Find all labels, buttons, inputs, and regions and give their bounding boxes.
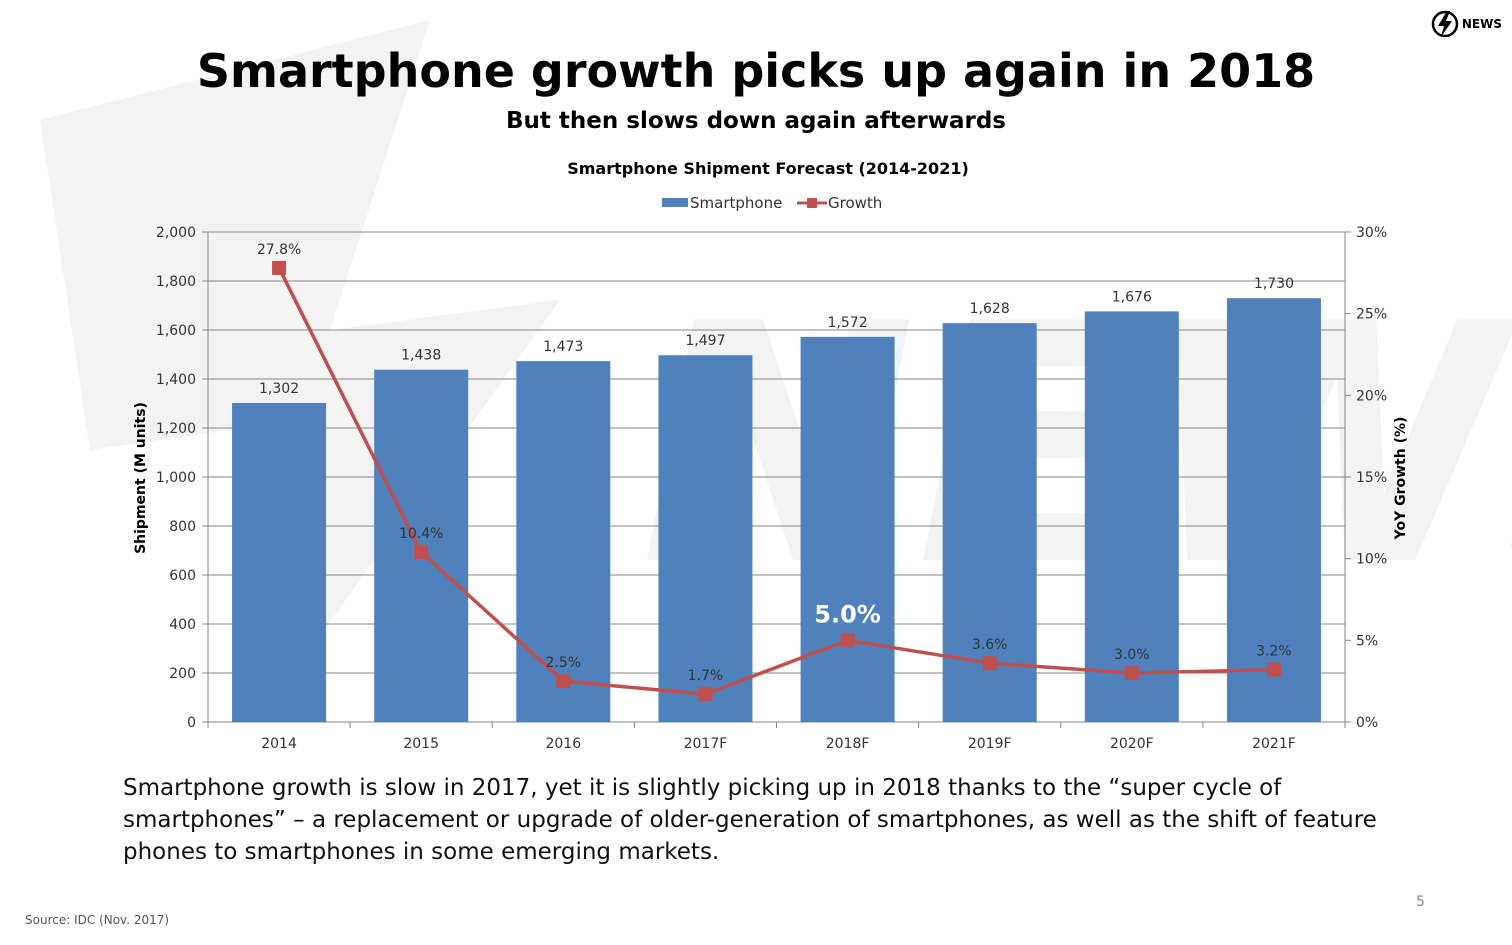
legend-label-smartphone: Smartphone [690,194,782,212]
page-number: 5 [1416,894,1425,910]
growth-marker [556,674,571,689]
bar [516,361,611,722]
y-right-tick-label: 0% [1356,715,1378,731]
chart-legend: Smartphone Growth [662,194,882,212]
y-left-tick-label: 1,200 [156,421,196,437]
bar-value-label: 1,473 [543,339,583,355]
y-axis-left-title: Shipment (M units) [133,402,149,554]
watermark-bolt-icon [40,20,560,720]
logo-text: NEWS [1461,17,1502,31]
growth-value-label: 2.5% [546,655,582,671]
legend-swatch-smartphone [662,198,688,207]
x-axis-ticks: 2014 2015 2016 2017F 2018F 2019F 2020F 2021F [207,722,1346,752]
y-right-tick-label: 15% [1356,470,1387,486]
x-tick-label: 2021F [1252,736,1296,752]
growth-marker [272,260,287,275]
bar-value-label: 1,302 [259,381,299,397]
bar [658,355,753,722]
bar [1226,298,1321,722]
x-tick-label: 2019F [968,736,1012,752]
growth-line-series [272,260,1281,702]
bar [800,336,895,722]
x-tick-label: 2020F [1110,736,1154,752]
growth-value-label: 1.7% [688,668,724,684]
news-logo: NEWS [1430,8,1502,40]
bar-series [232,298,1321,722]
x-tick-label: 2016 [545,736,581,752]
growth-value-label: 10.4% [399,526,443,542]
y-left-tick-label: 400 [169,617,196,633]
bar [1084,311,1179,722]
y-right-tick-label: 20% [1356,388,1387,404]
growth-value-label: 3.0% [1114,647,1150,663]
bar [232,403,327,722]
growth-marker [1266,662,1281,677]
source-note: Source: IDC (Nov. 2017) [25,913,170,927]
y-axis-right-ticks: 0% 5% 10% 15% 20% 25% 30% [1345,225,1387,731]
y-axis-left-ticks: 0 200 400 600 800 1,000 1,200 1,400 1,600 1,800 2,… [156,225,208,731]
y-left-tick-label: 800 [169,519,196,535]
y-right-tick-label: 25% [1356,307,1387,323]
legend-label-growth: Growth [828,194,882,212]
y-left-tick-label: 600 [169,568,196,584]
x-tick-label: 2014 [261,736,297,752]
growth-line [277,267,1274,696]
y-right-tick-label: 30% [1356,225,1387,241]
x-tick-label: 2015 [403,736,439,752]
growth-marker [414,545,429,560]
y-left-tick-label: 1,400 [156,372,196,388]
y-right-tick-label: 10% [1356,552,1387,568]
y-axis-right-title: YoY Growth (%) [1393,417,1409,541]
growth-marker [1124,666,1139,680]
growth-data-labels: 27.8% 10.4% 2.5% 1.7% 5.0% 3.6% 3.0% 3.2% [257,242,1292,684]
y-right-tick-label: 5% [1356,633,1378,649]
y-left-tick-label: 0 [187,715,196,731]
growth-marker [840,633,855,648]
bar-value-label: 1,730 [1254,276,1294,292]
growth-value-label: 3.2% [1256,644,1292,660]
chart-title: Smartphone Shipment Forecast (2014-2021) [567,159,969,178]
y-left-tick-label: 1,600 [156,323,196,339]
x-tick-label: 2018F [826,736,870,752]
bar-value-label: 1,572 [828,315,868,331]
growth-marker [982,656,997,671]
growth-value-label: 5.0% [814,600,881,628]
body-paragraph: Smartphone growth is slow in 2017, yet i… [123,775,1377,865]
bar-value-label: 1,628 [970,301,1010,317]
growth-value-label: 27.8% [257,242,301,258]
bar [942,323,1037,722]
page-subtitle: But then slows down again afterwards [506,108,1006,134]
watermark-text: NEWS [640,254,1512,638]
y-left-tick-label: 1,000 [156,470,196,486]
y-left-tick-label: 200 [169,666,196,682]
bar-value-label: 1,676 [1112,289,1152,305]
bar-value-label: 1,438 [401,348,441,364]
lightning-bolt-icon [1431,10,1459,38]
bar-data-labels: 1,302 1,438 1,473 1,497 1,572 1,628 1,676 1,730 [259,276,1294,397]
y-left-tick-label: 2,000 [156,225,196,241]
page-title: Smartphone growth picks up again in 2018 [196,44,1316,98]
x-tick-label: 2017F [684,736,728,752]
growth-value-label: 3.6% [972,637,1008,653]
growth-marker [698,687,713,702]
legend-marker-growth [807,198,817,208]
y-left-tick-label: 1,800 [156,274,196,290]
bar-value-label: 1,497 [685,333,725,349]
